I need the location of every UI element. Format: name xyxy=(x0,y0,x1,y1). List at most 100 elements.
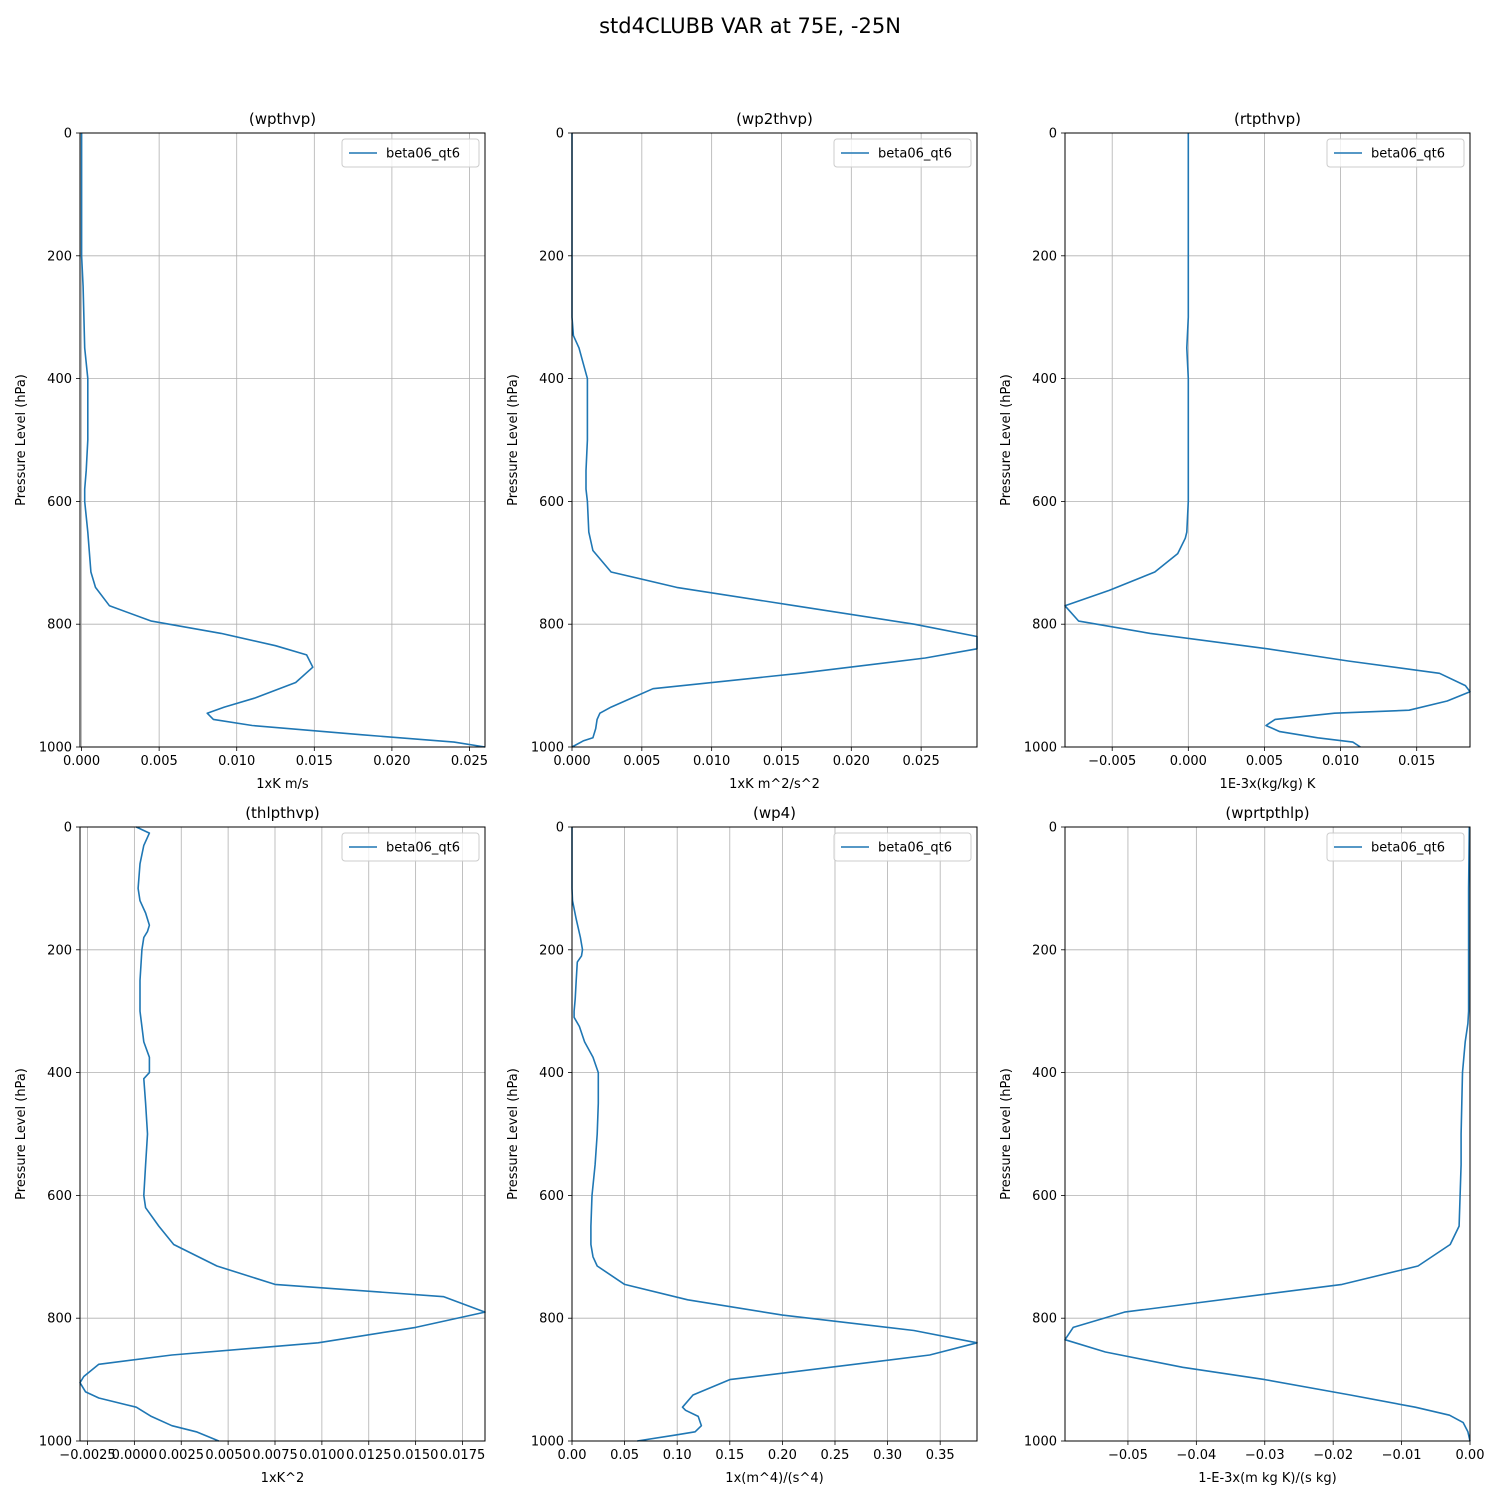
x-tick-label: 0.35 xyxy=(926,1448,955,1463)
y-tick-label: 200 xyxy=(539,249,564,264)
x-tick-label: 0.0150 xyxy=(393,1448,439,1463)
series-line-1 xyxy=(79,826,486,1442)
x-tick-label: 0.005 xyxy=(1246,754,1283,769)
y-tick-label: 1000 xyxy=(1024,1435,1057,1450)
series-line-1 xyxy=(571,133,978,748)
x-tick-label: −0.02 xyxy=(1313,1448,1353,1463)
x-tick-label: 0.025 xyxy=(903,754,940,769)
legend-label: beta06_qt6 xyxy=(878,841,952,856)
x-tick-label: 0.020 xyxy=(833,754,870,769)
x-tick-label: 0.05 xyxy=(610,1448,639,1463)
legend: beta06_qt6 xyxy=(341,138,480,168)
subplot-title: (rtpthvp) xyxy=(1234,110,1301,128)
x-tick-label: 0.015 xyxy=(296,754,333,769)
legend-box xyxy=(341,138,480,168)
y-tick-label: 800 xyxy=(47,618,72,633)
x-tick-label: 0.00 xyxy=(1456,1448,1485,1463)
y-axis-label: Pressure Level (hPa) xyxy=(506,374,521,506)
legend-box xyxy=(1326,832,1465,862)
y-tick-label: 400 xyxy=(47,1066,72,1081)
x-tick-label: 0.0075 xyxy=(252,1448,298,1463)
x-tick-label: 0.15 xyxy=(715,1448,744,1463)
y-tick-label: 0 xyxy=(1049,821,1057,836)
x-tick-label: 0.010 xyxy=(1322,754,1359,769)
y-tick-label: 400 xyxy=(1032,1066,1057,1081)
y-tick-label: 200 xyxy=(1032,249,1057,264)
axes-frame xyxy=(1064,132,1471,748)
subplot-6: −0.05 −0.04 −0.03 −0.02 −0.01 0.00 0 200 400 600 8… xyxy=(999,804,1484,1486)
x-axis-label: 1xK m/s xyxy=(256,777,309,792)
x-tick-label: −0.04 xyxy=(1176,1448,1216,1463)
series-line-1 xyxy=(1064,826,1471,1442)
y-axis-label: Pressure Level (hPa) xyxy=(506,1068,521,1200)
legend-box xyxy=(341,832,480,862)
x-tick-label: 0.0000 xyxy=(112,1448,158,1463)
x-tick-label: 0.015 xyxy=(763,754,800,769)
y-tick-label: 800 xyxy=(47,1312,72,1327)
x-tick-label: 0.0050 xyxy=(205,1448,251,1463)
x-tick-label: −0.01 xyxy=(1382,1448,1422,1463)
y-tick-label: 600 xyxy=(539,1189,564,1204)
axes-frame xyxy=(1064,826,1471,1442)
legend-box xyxy=(833,138,972,168)
y-tick-label: 200 xyxy=(47,249,72,264)
series-line-1 xyxy=(80,133,486,748)
subplot-title: (wpthvp) xyxy=(249,110,316,128)
legend-box xyxy=(1326,138,1465,168)
y-tick-label: 400 xyxy=(539,1066,564,1081)
subplot-1: 0.000 0.005 0.010 0.015 0.020 0.025 0 200 400 600… xyxy=(14,110,488,792)
x-tick-label: 0.25 xyxy=(821,1448,850,1463)
legend-label: beta06_qt6 xyxy=(386,147,460,162)
subplot-title: (wp2thvp) xyxy=(736,110,813,128)
x-tick-label: −0.03 xyxy=(1245,1448,1285,1463)
y-tick-label: 0 xyxy=(556,821,564,836)
x-tick-label: 0.025 xyxy=(451,754,488,769)
y-tick-label: 1000 xyxy=(1024,741,1057,756)
legend: beta06_qt6 xyxy=(1326,832,1465,862)
series-line-1 xyxy=(571,827,978,1442)
y-axis-label: Pressure Level (hPa) xyxy=(999,1068,1014,1200)
y-tick-label: 0 xyxy=(556,127,564,142)
x-tick-label: 0.0175 xyxy=(440,1448,486,1463)
legend-box xyxy=(833,832,972,862)
x-axis-label: 1xK m^2/s^2 xyxy=(729,777,820,792)
y-tick-label: 600 xyxy=(1032,1189,1057,1204)
x-axis-label: 1E-3x(kg/kg) K xyxy=(1220,777,1316,792)
x-tick-label: 0.005 xyxy=(141,754,178,769)
axes-frame xyxy=(79,132,486,748)
series-line-1 xyxy=(1064,133,1471,748)
legend: beta06_qt6 xyxy=(833,832,972,862)
x-tick-label: −0.0025 xyxy=(59,1448,115,1463)
y-tick-label: 0 xyxy=(64,821,72,836)
subplot-2: 0.000 0.005 0.010 0.015 0.020 0.025 0 200 400 600… xyxy=(506,110,978,792)
subplot-title: (thlpthvp) xyxy=(245,804,320,822)
y-tick-label: 400 xyxy=(539,372,564,387)
y-tick-label: 600 xyxy=(539,495,564,510)
legend-label: beta06_qt6 xyxy=(386,841,460,856)
axes-frame xyxy=(571,132,978,748)
subplot-title: (wp4) xyxy=(753,804,796,822)
x-axis-label: 1x(m^4)/(s^4) xyxy=(725,1471,823,1486)
y-tick-label: 800 xyxy=(1032,1312,1057,1327)
x-tick-label: 0.000 xyxy=(553,754,590,769)
x-tick-label: 0.20 xyxy=(768,1448,797,1463)
y-axis-label: Pressure Level (hPa) xyxy=(14,1068,29,1200)
x-tick-label: 0.000 xyxy=(63,754,100,769)
x-tick-label: 0.015 xyxy=(1398,754,1435,769)
x-tick-label: 0.0125 xyxy=(346,1448,392,1463)
y-tick-label: 1000 xyxy=(39,741,72,756)
x-tick-label: 0.000 xyxy=(1170,754,1207,769)
y-tick-label: 0 xyxy=(1049,127,1057,142)
x-tick-label: 0.30 xyxy=(873,1448,902,1463)
legend-label: beta06_qt6 xyxy=(1371,147,1445,162)
y-tick-label: 400 xyxy=(1032,372,1057,387)
legend: beta06_qt6 xyxy=(341,832,480,862)
x-tick-label: 0.10 xyxy=(663,1448,692,1463)
y-axis-label: Pressure Level (hPa) xyxy=(14,374,29,506)
y-tick-label: 800 xyxy=(539,1312,564,1327)
x-tick-label: 0.005 xyxy=(623,754,660,769)
x-tick-label: 0.010 xyxy=(218,754,255,769)
y-tick-label: 200 xyxy=(1032,943,1057,958)
